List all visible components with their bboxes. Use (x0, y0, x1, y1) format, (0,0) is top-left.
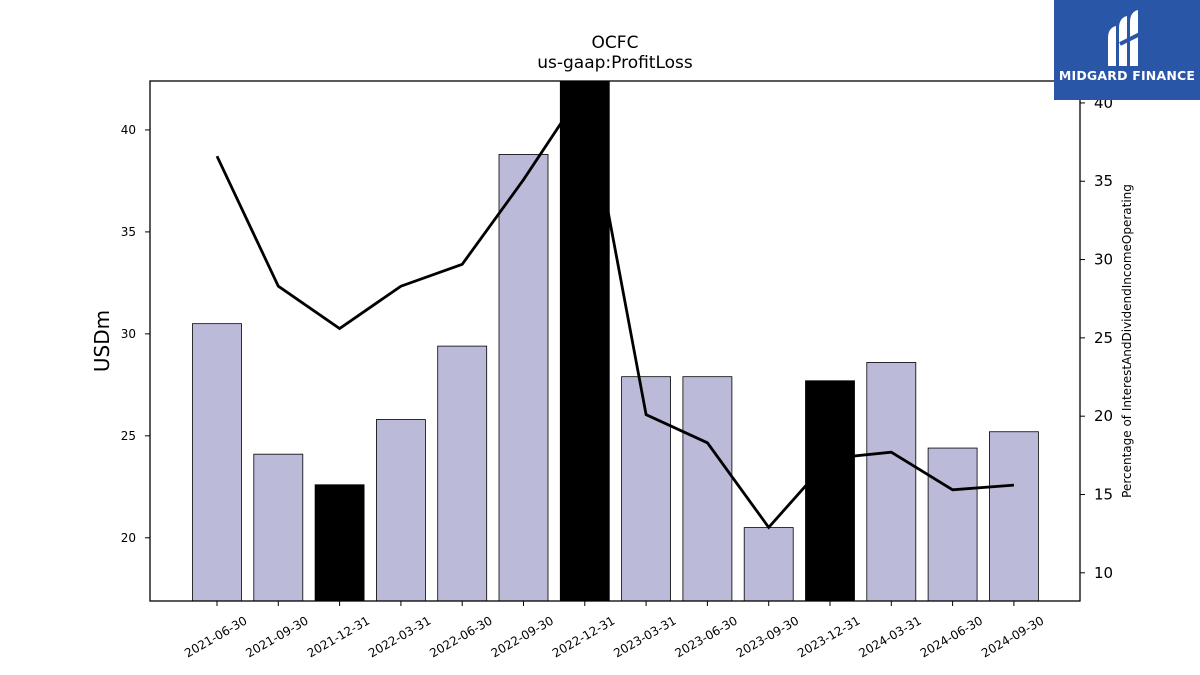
bar-2023-12-31 (805, 380, 855, 602)
x-tick-label: 2021-12-31 (305, 613, 372, 660)
bar-series (192, 80, 1039, 602)
x-tick-label: 2023-12-31 (795, 613, 862, 660)
x-tick-label: 2022-12-31 (550, 613, 617, 660)
x-tick-label: 2024-03-31 (856, 613, 923, 660)
bar-2022-12-31 (559, 80, 610, 602)
x-tick-label: 2021-09-30 (243, 613, 310, 660)
chart-title: OCFC (592, 33, 639, 53)
x-tick-label: 2022-09-30 (489, 613, 556, 660)
y-tick-label: 30 (121, 327, 136, 341)
bar-2023-06-30 (682, 376, 733, 602)
bar-2022-03-31 (375, 419, 426, 602)
x-tick-label: 2023-03-31 (611, 613, 678, 660)
bar-2021-12-31 (314, 484, 365, 602)
bar-2021-06-30 (192, 323, 242, 602)
line-series (215, 83, 1015, 530)
x-axis-ticks: 2021-06-302021-09-302021-12-312022-03-31… (182, 601, 1046, 660)
bar-2022-09-30 (498, 154, 549, 602)
y2-tick-label: 35 (1094, 172, 1113, 190)
y-tick-label: 20 (121, 531, 136, 545)
plot-frame (149, 80, 1081, 602)
y2-tick-label: 15 (1094, 485, 1113, 503)
x-tick-label: 2023-09-30 (734, 613, 801, 660)
y2-tick-label: 10 (1094, 564, 1113, 582)
bar-2022-06-30 (437, 345, 488, 602)
logo-text: MIDGARD FINANCE (1058, 68, 1196, 83)
bar-2024-03-31 (866, 362, 917, 602)
x-tick-label: 2022-03-31 (366, 613, 433, 660)
bar-2024-09-30 (989, 431, 1039, 602)
y-tick-label: 40 (121, 123, 136, 137)
y2-tick-label: 20 (1094, 407, 1113, 425)
x-tick-label: 2024-09-30 (979, 613, 1046, 660)
logo-mark-icon (1108, 10, 1145, 66)
brand-logo: MIDGARD FINANCE (1054, 0, 1200, 100)
x-tick-label: 2023-06-30 (672, 613, 739, 660)
bar-2023-09-30 (743, 527, 794, 602)
bar-2024-06-30 (927, 447, 978, 602)
x-tick-label: 2021-06-30 (182, 613, 249, 660)
y2-tick-label: 30 (1094, 251, 1113, 269)
percentage-line (215, 83, 1015, 530)
x-tick-label: 2024-06-30 (918, 613, 985, 660)
x-tick-label: 2022-06-30 (427, 613, 494, 660)
bar-2021-09-30 (253, 453, 304, 602)
y2-axis-label: Percentage of InterestAndDividendIncomeO… (1120, 184, 1134, 498)
y-axis-label: USDm (90, 310, 114, 372)
y-tick-label: 25 (121, 429, 136, 443)
chart-subtitle: us-gaap:ProfitLoss (537, 53, 693, 73)
left-axis-ticks: 20 25 30 35 40 (121, 123, 150, 545)
y2-tick-label: 25 (1094, 329, 1113, 347)
y-tick-label: 35 (121, 225, 136, 239)
